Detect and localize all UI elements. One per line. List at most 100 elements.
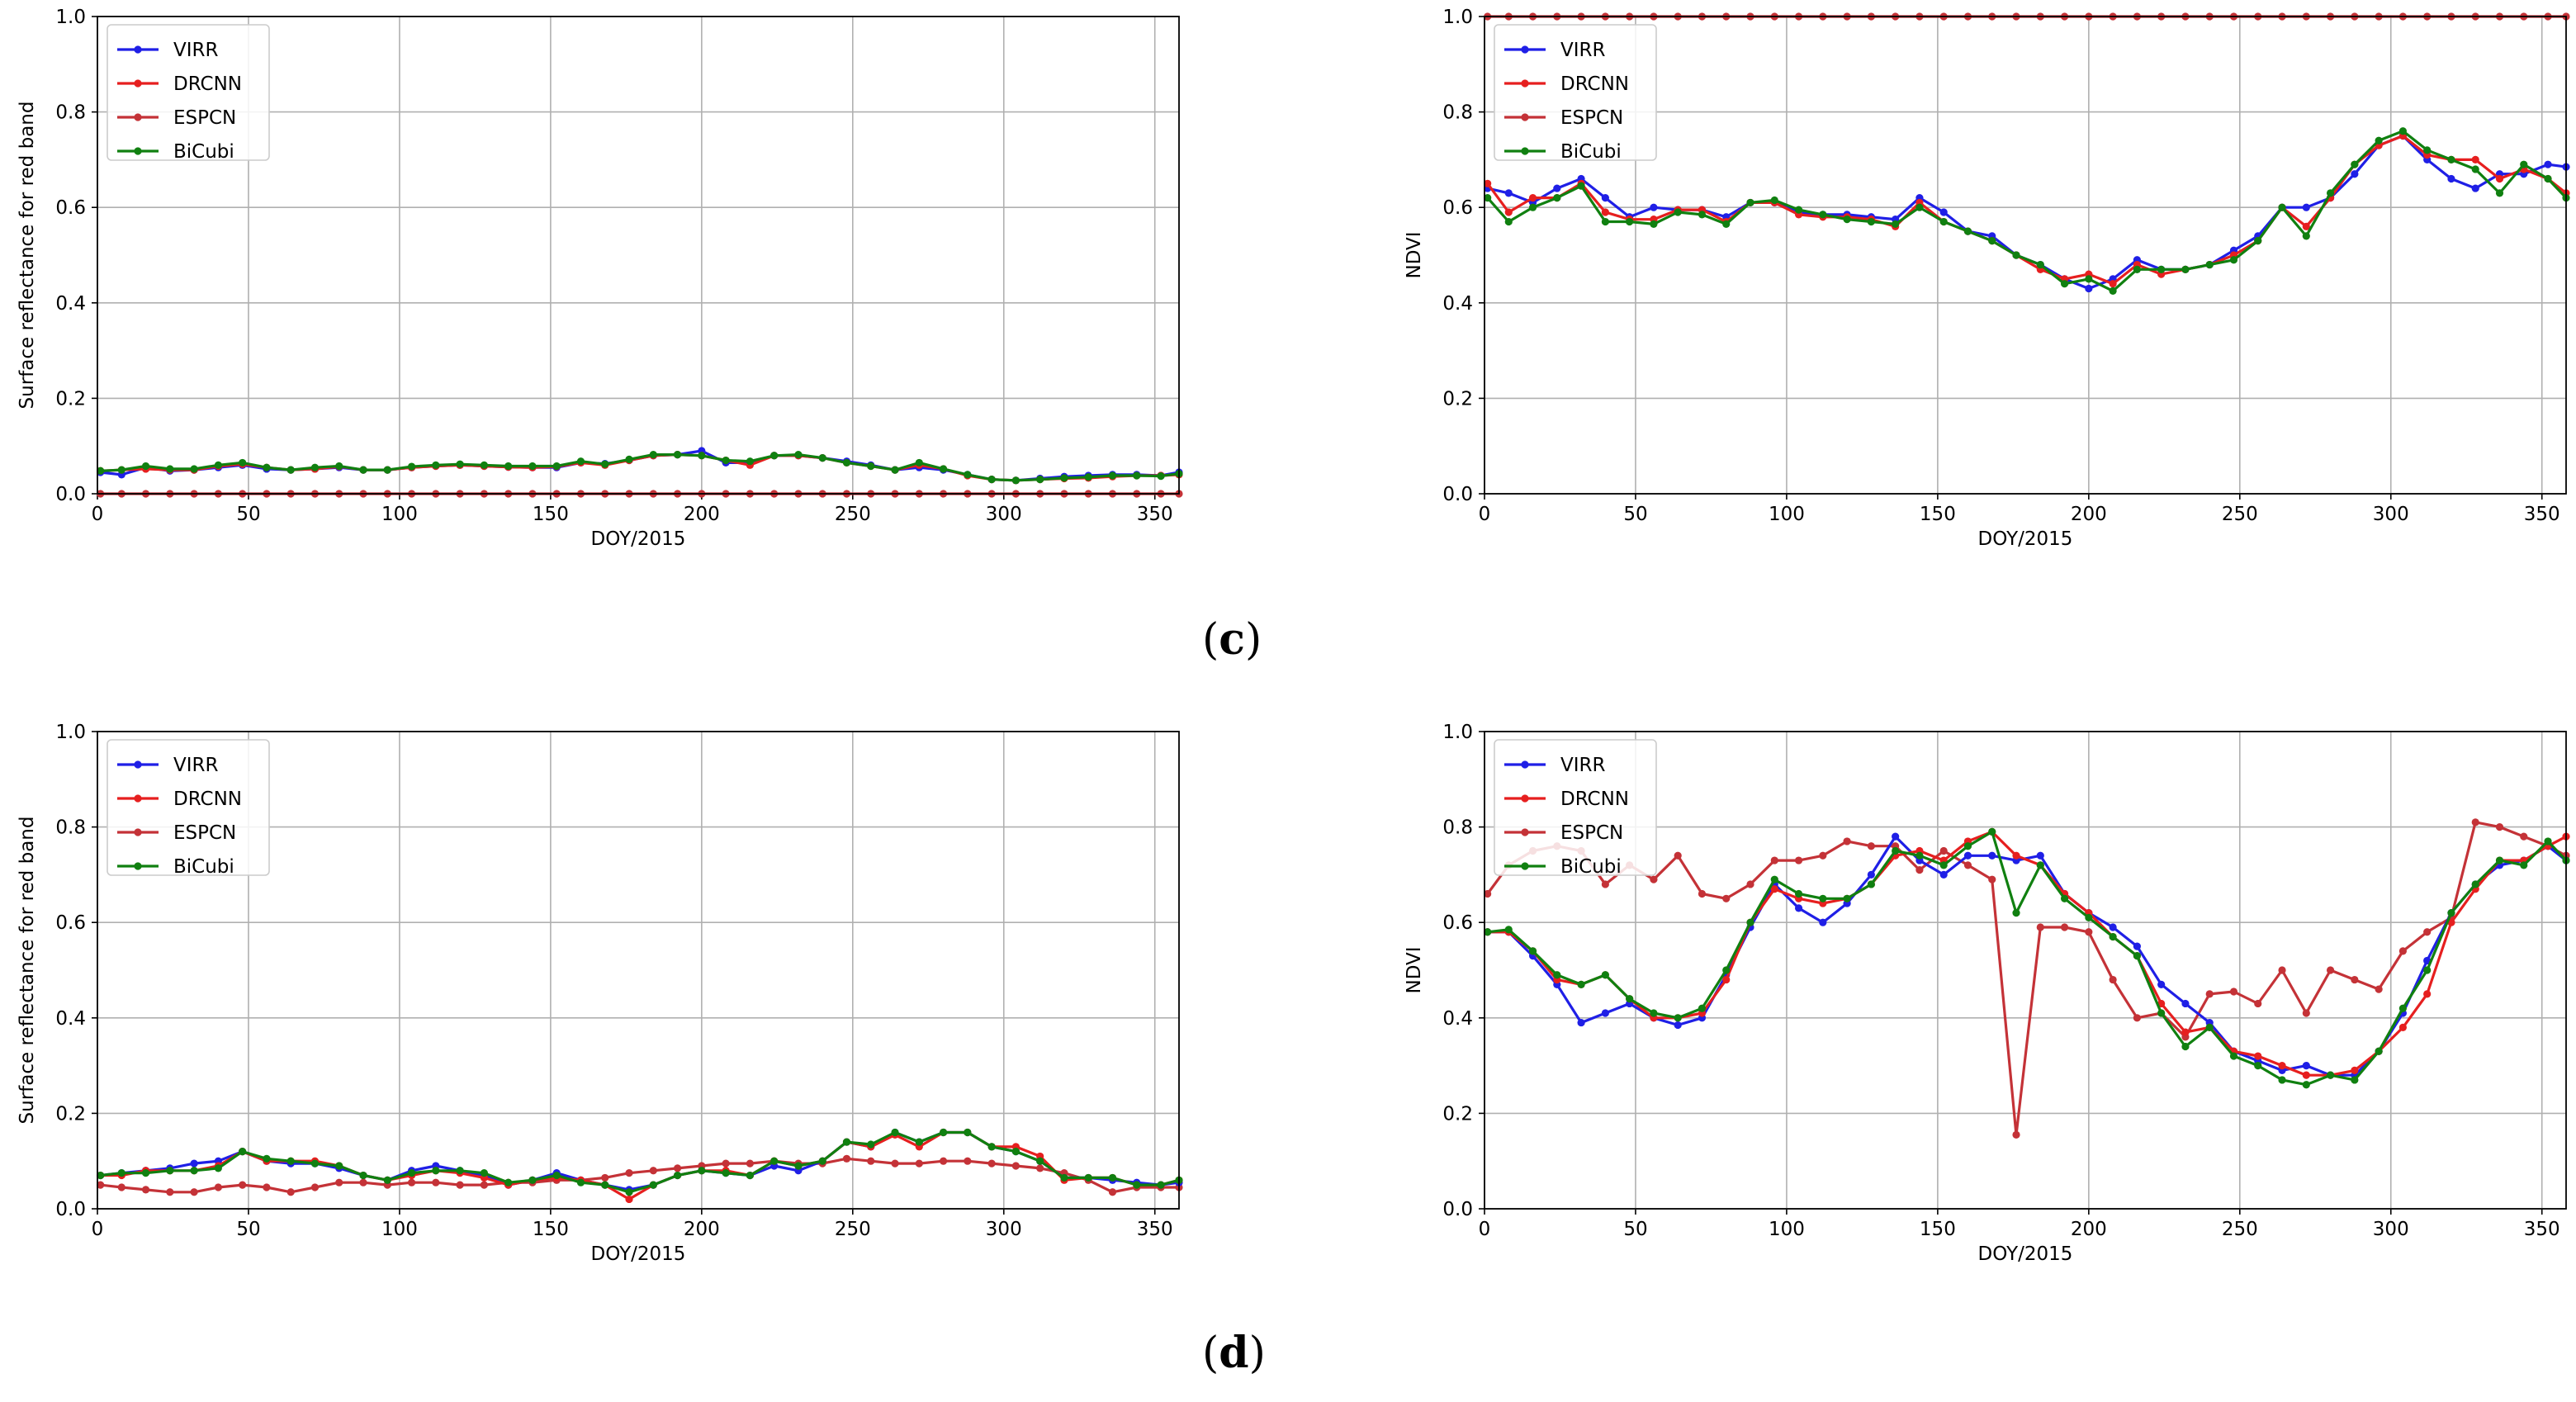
y-tick-label: 0.8 — [1442, 817, 1473, 839]
data-point — [1601, 208, 1609, 216]
data-point — [673, 451, 682, 459]
data-point — [2254, 237, 2262, 245]
data-point — [1650, 220, 1658, 229]
x-tick-label: 100 — [1769, 504, 1805, 525]
data-point — [1722, 220, 1731, 229]
data-point — [1843, 216, 1851, 224]
data-point — [2544, 174, 2552, 183]
data-point — [1528, 947, 1537, 955]
legend-box — [1494, 24, 1657, 161]
data-point — [528, 1176, 537, 1184]
data-point — [1867, 842, 1875, 850]
data-point — [190, 1188, 198, 1196]
data-point — [1963, 227, 1972, 235]
chart-c-ndvi: 0 50 100 150 200 250 300 350 0.0 0.2 0.4 0.6 0.8 1.0 D… — [1404, 7, 2570, 550]
data-point — [1915, 851, 1924, 860]
data-point — [263, 463, 271, 471]
data-point — [1650, 203, 1658, 211]
x-tick-label: 250 — [835, 504, 871, 525]
data-point — [2351, 170, 2359, 178]
data-point — [1504, 217, 1513, 226]
data-point — [2423, 146, 2432, 154]
data-point — [480, 1169, 488, 1177]
series-line-virr — [100, 1130, 1180, 1191]
legend-label-drcnn: DRCNN — [1560, 73, 1629, 95]
legend-marker — [1521, 862, 1529, 870]
legend-marker — [134, 45, 142, 54]
data-point — [1011, 476, 1020, 485]
data-point — [2351, 975, 2359, 984]
x-tick-label: 100 — [381, 504, 418, 525]
data-point — [576, 1178, 585, 1186]
data-point — [2060, 894, 2069, 902]
data-point — [2133, 952, 2141, 960]
data-point — [2326, 1071, 2335, 1079]
data-point — [383, 466, 391, 474]
data-point — [867, 1140, 875, 1149]
data-point — [2254, 999, 2262, 1008]
data-point — [1867, 870, 1875, 879]
data-point — [480, 1181, 488, 1189]
x-axis-label: DOY/2015 — [591, 528, 686, 550]
data-point — [2181, 999, 2190, 1008]
data-point — [601, 1173, 609, 1182]
y-tick-label: 1.0 — [1442, 722, 1473, 743]
y-tick-label: 0.4 — [55, 1008, 86, 1030]
data-point — [625, 1195, 633, 1204]
series-espcn — [97, 1154, 1183, 1196]
data-point — [1504, 926, 1513, 934]
data-point — [456, 1167, 464, 1175]
data-point — [2447, 909, 2455, 917]
data-point — [239, 458, 247, 467]
data-point — [310, 1159, 320, 1168]
data-point — [1674, 1014, 1682, 1022]
data-point — [601, 1181, 609, 1189]
data-point — [2398, 1004, 2408, 1012]
data-point — [2133, 1014, 2141, 1022]
data-point — [722, 456, 730, 465]
data-point — [2109, 280, 2117, 288]
x-axis-label: DOY/2015 — [591, 1243, 686, 1265]
data-point — [2085, 928, 2093, 936]
data-point — [1011, 1162, 1020, 1170]
y-tick-label: 0.6 — [55, 912, 86, 934]
x-tick-label: 50 — [236, 504, 260, 525]
data-point — [1108, 471, 1117, 480]
data-point — [359, 1178, 367, 1186]
data-point — [1626, 217, 1634, 226]
data-point — [2278, 1076, 2286, 1084]
data-point — [1988, 851, 1996, 860]
legend-label-bicubi: BiCubi — [173, 141, 234, 163]
data-point — [2302, 222, 2310, 230]
data-point — [2133, 942, 2141, 950]
data-point — [117, 1169, 125, 1177]
data-point — [2278, 203, 2286, 211]
x-tick-label: 200 — [2071, 504, 2107, 525]
data-point — [263, 1154, 271, 1163]
data-point — [2302, 1009, 2310, 1017]
data-point — [2012, 1130, 2020, 1139]
data-point — [2109, 287, 2117, 295]
data-point — [2254, 1062, 2262, 1070]
data-point — [2544, 837, 2552, 845]
data-point — [964, 1157, 972, 1165]
data-point — [214, 461, 222, 469]
x-tick-label: 300 — [2373, 504, 2409, 525]
data-point — [2520, 861, 2528, 869]
data-point — [2205, 990, 2214, 998]
data-point — [1939, 217, 1948, 226]
data-point — [1084, 473, 1092, 481]
data-point — [2278, 1062, 2286, 1070]
x-tick-label: 150 — [1920, 504, 1956, 525]
data-point — [117, 1183, 125, 1191]
data-point — [1915, 866, 1924, 874]
data-point — [166, 465, 174, 473]
data-point — [1484, 928, 1492, 936]
data-point — [1036, 1164, 1044, 1172]
data-point — [1601, 880, 1609, 888]
series-line-espcn — [100, 1157, 1179, 1194]
data-point — [1504, 208, 1513, 216]
data-point — [987, 1159, 996, 1168]
data-point — [2157, 1009, 2166, 1017]
data-point — [1892, 220, 1900, 229]
